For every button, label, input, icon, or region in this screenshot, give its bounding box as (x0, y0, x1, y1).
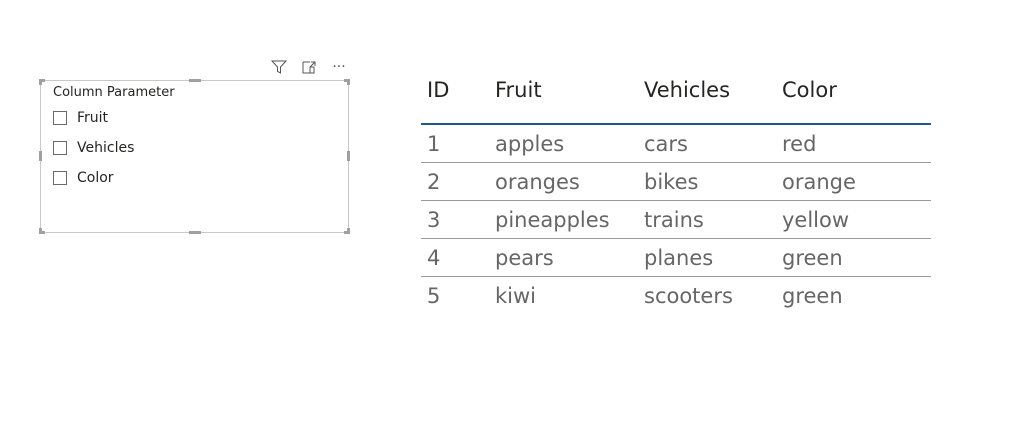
column-header-color[interactable]: Color (776, 70, 931, 125)
table-cell: bikes (638, 162, 776, 201)
item-label: Vehicles (77, 140, 135, 156)
table-cell: scooters (644, 283, 733, 308)
data-table: ID Fruit Vehicles Color 1 apples cars red 2 o… (421, 70, 931, 314)
table-cell: cars (638, 124, 776, 163)
filter-icon[interactable] (270, 58, 288, 76)
table-cell: 1 (421, 124, 489, 163)
header-row: ID Fruit Vehicles Color (421, 70, 931, 125)
table-cell: kiwi (495, 283, 537, 308)
table-cell: pineapples (489, 200, 638, 239)
focus-mode-icon[interactable] (300, 58, 318, 76)
slicer-item-fruit[interactable]: Fruit (53, 110, 108, 126)
table-cell: 5 (427, 283, 441, 308)
checkbox[interactable] (53, 171, 67, 185)
table-row: 5 kiwi scooters green (421, 277, 931, 315)
checkbox[interactable] (53, 111, 67, 125)
table-cell: planes (638, 238, 776, 277)
item-label: Fruit (77, 110, 109, 126)
table-cell: trains (638, 200, 776, 239)
table-row: 3 pineapples trains yellow (421, 200, 931, 239)
slicer-title: Column Parameter (53, 85, 175, 100)
table-cell: green (782, 283, 843, 308)
table-row: 2 oranges bikes orange (421, 162, 931, 201)
slicer-item-vehicles[interactable]: Vehicles (53, 140, 134, 156)
column-parameter-slicer[interactable]: Column Parameter Fruit Vehicles Color (39, 79, 350, 234)
table-cell: 2 (421, 162, 489, 201)
table-row: 4 pears planes green (421, 238, 931, 277)
more-options-icon[interactable]: ··· (332, 59, 346, 75)
column-header-fruit[interactable]: Fruit (489, 70, 638, 125)
table-cell: 4 (421, 238, 489, 277)
visual-header: ··· (270, 58, 348, 76)
checkbox[interactable] (53, 141, 67, 155)
table-cell: apples (489, 124, 638, 163)
table-cell: orange (776, 162, 931, 201)
table-cell: green (776, 238, 931, 277)
column-header-vehicles[interactable]: Vehicles (638, 70, 776, 125)
column-header-id[interactable]: ID (421, 70, 489, 125)
table-cell: pears (489, 238, 638, 277)
table-cell: yellow (776, 200, 931, 239)
item-label: Color (77, 170, 114, 186)
table-cell: 3 (421, 200, 489, 239)
table-cell: oranges (489, 162, 638, 201)
table-row: 1 apples cars red (421, 124, 931, 163)
table-cell: red (776, 124, 931, 163)
slicer-item-color[interactable]: Color (53, 170, 114, 186)
